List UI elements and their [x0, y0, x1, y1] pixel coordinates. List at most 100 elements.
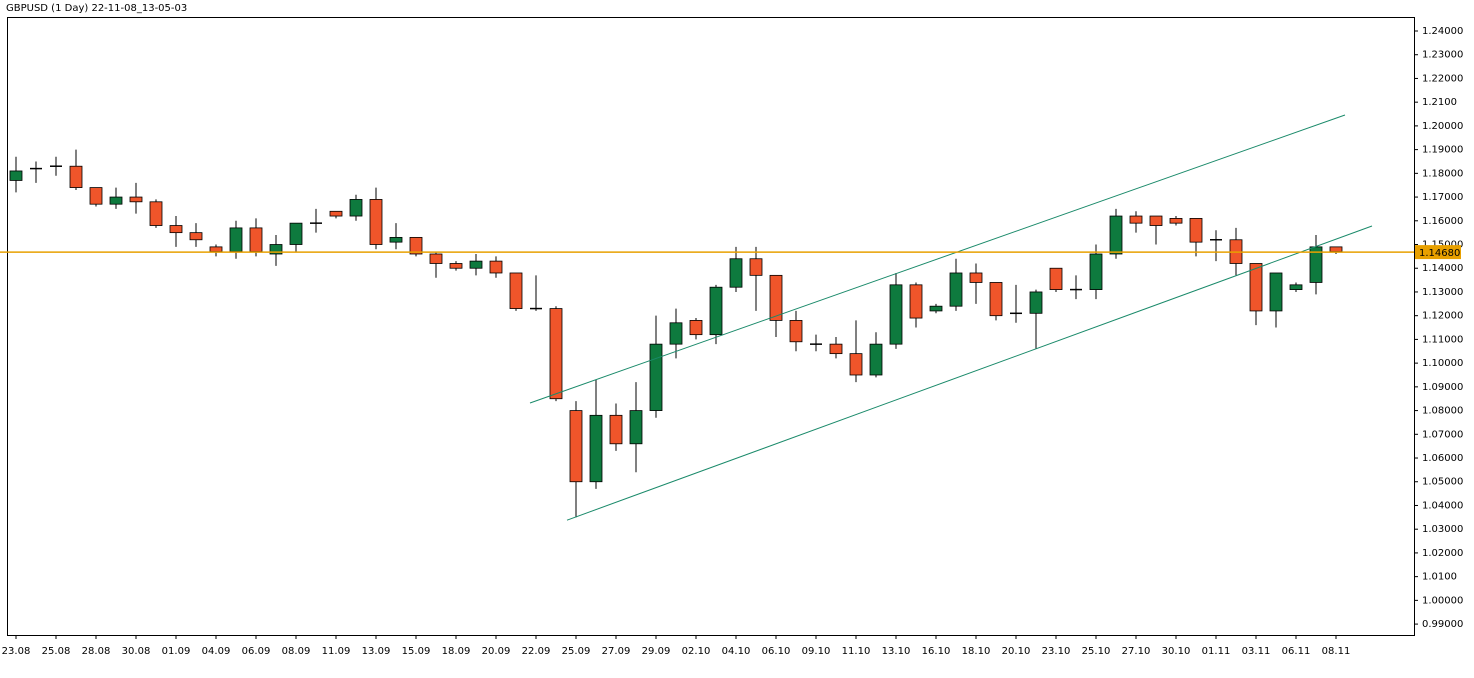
y-tick-label: 1.04000	[1422, 500, 1463, 511]
candle-body	[329, 210, 343, 217]
candle-body	[889, 284, 903, 345]
candle-body	[929, 305, 943, 312]
x-tick-label: 27.10	[1122, 646, 1151, 657]
candle-body	[509, 272, 523, 309]
x-tick-label: 06.10	[762, 646, 791, 657]
candle-body	[109, 196, 123, 205]
x-tick-label: 06.09	[242, 646, 271, 657]
candle-body	[789, 320, 803, 343]
x-tick-label: 30.08	[122, 646, 151, 657]
trend-line	[529, 114, 1346, 404]
candle-body	[1269, 272, 1283, 312]
candle-body	[289, 222, 303, 245]
x-tick-label: 22.09	[522, 646, 551, 657]
y-tick-label: 1.0100	[1422, 572, 1457, 583]
candle-body	[169, 225, 183, 234]
y-tick-label: 1.16000	[1422, 216, 1463, 227]
candle-body	[549, 308, 563, 400]
candle-body	[829, 343, 843, 355]
x-tick-label: 08.11	[1322, 646, 1351, 657]
y-tick-label: 1.12000	[1422, 311, 1463, 322]
y-tick-label: 1.10000	[1422, 358, 1463, 369]
candle-body	[689, 320, 703, 336]
candle-body	[1109, 215, 1123, 255]
candle-body	[869, 343, 883, 376]
x-tick-label: 15.09	[402, 646, 431, 657]
x-tick-label: 11.10	[842, 646, 871, 657]
candle-body	[1169, 218, 1183, 224]
y-tick-label: 1.17000	[1422, 192, 1463, 203]
x-tick-label: 18.10	[962, 646, 991, 657]
candle-body	[709, 286, 723, 336]
x-tick-label: 04.09	[202, 646, 231, 657]
candle-body	[989, 282, 1003, 317]
candle-body	[1149, 215, 1163, 226]
y-tick-label: 1.15000	[1422, 240, 1463, 251]
candle-body	[249, 227, 263, 253]
y-tick-label: 1.13000	[1422, 287, 1463, 298]
y-tick-label: 1.09000	[1422, 382, 1463, 393]
y-tick-label: 1.00000	[1422, 595, 1463, 606]
y-tick-label: 1.14000	[1422, 263, 1463, 274]
x-tick-label: 03.11	[1242, 646, 1271, 657]
candle-body	[89, 187, 103, 205]
candle-body	[1029, 291, 1043, 314]
y-tick-label: 1.19000	[1422, 145, 1463, 156]
candle-body	[269, 244, 283, 255]
y-tick-label: 1.05000	[1422, 477, 1463, 488]
x-tick-label: 08.09	[282, 646, 311, 657]
candle-body	[749, 258, 763, 276]
x-tick-label: 30.10	[1162, 646, 1191, 657]
candle-body	[949, 272, 963, 307]
current-price-box	[1415, 245, 1461, 260]
candle-body	[569, 410, 583, 483]
x-tick-label: 16.10	[922, 646, 951, 657]
candle-body	[349, 199, 363, 217]
x-tick-label: 25.08	[42, 646, 71, 657]
x-tick-label: 20.10	[1002, 646, 1031, 657]
trend-line	[566, 225, 1373, 521]
x-tick-label: 04.10	[722, 646, 751, 657]
candle-body	[489, 260, 503, 274]
y-tick-label: 1.07000	[1422, 429, 1463, 440]
candle-body	[189, 232, 203, 241]
candle-body	[429, 253, 443, 264]
candle-body	[729, 258, 743, 288]
candle-body	[69, 165, 83, 188]
y-tick-label: 1.11000	[1422, 334, 1463, 345]
y-tick-label: 1.03000	[1422, 524, 1463, 535]
candle-body	[1189, 218, 1203, 243]
candle-body	[209, 246, 223, 253]
x-tick-label: 25.10	[1082, 646, 1111, 657]
candle-body	[369, 199, 383, 245]
y-tick-label: 1.24000	[1422, 26, 1463, 37]
candle-body	[649, 343, 663, 411]
y-tick-label: 1.02000	[1422, 548, 1463, 559]
y-tick-label: 1.18000	[1422, 168, 1463, 179]
candle-body	[149, 201, 163, 226]
candle-body	[9, 170, 23, 181]
y-tick-label: 1.08000	[1422, 406, 1463, 417]
candle-body	[129, 196, 143, 203]
x-tick-label: 06.11	[1282, 646, 1311, 657]
candle-body	[1329, 246, 1343, 253]
candle-body	[609, 414, 623, 445]
y-tick-label: 0.99000	[1422, 619, 1463, 630]
candle-body	[469, 260, 483, 269]
candle-body	[1049, 267, 1063, 290]
x-tick-label: 01.09	[162, 646, 191, 657]
x-tick-label: 20.09	[482, 646, 511, 657]
x-tick-label: 29.09	[642, 646, 671, 657]
candle-body	[229, 227, 243, 253]
x-tick-label: 01.11	[1202, 646, 1231, 657]
candle-body	[589, 414, 603, 483]
y-tick-label: 1.20000	[1422, 121, 1463, 132]
candle-body	[409, 236, 423, 255]
y-tick-label: 1.22000	[1422, 73, 1463, 84]
x-tick-label: 09.10	[802, 646, 831, 657]
current-price-label: 1.14680	[1419, 248, 1460, 259]
candle-body	[669, 322, 683, 345]
x-tick-label: 28.08	[82, 646, 111, 657]
candle-body	[1249, 263, 1263, 312]
y-tick-label: 1.23000	[1422, 50, 1463, 61]
